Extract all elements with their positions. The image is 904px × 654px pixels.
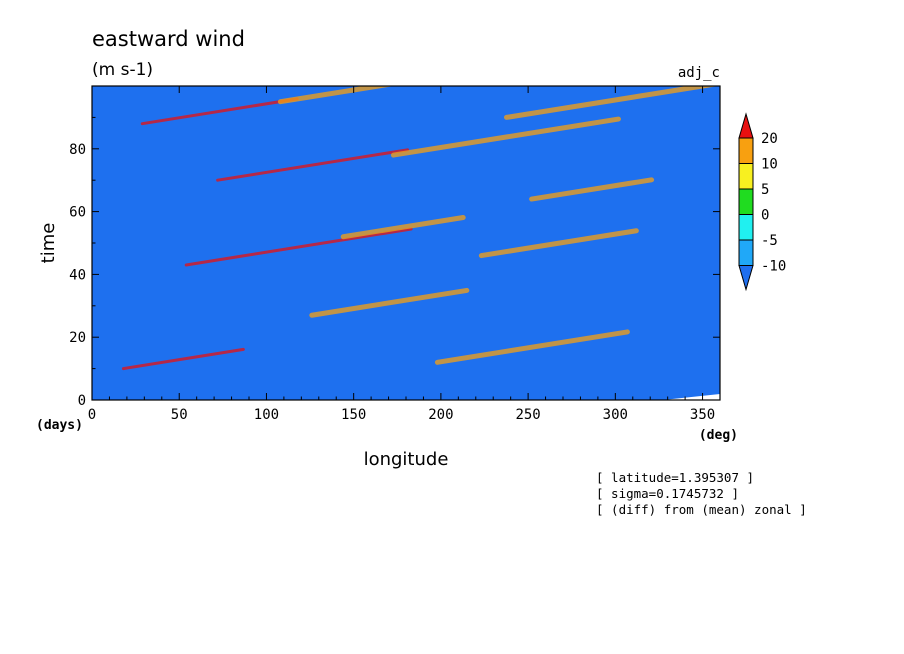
colorbar-segment	[738, 188, 754, 215]
wind-streak	[121, 347, 245, 371]
wind-streak	[503, 86, 719, 120]
colorbar-max-arrow	[738, 112, 754, 139]
wind-streak	[216, 148, 410, 182]
y-axis-label: time	[38, 223, 59, 264]
colorbar: 20 10 5 0 -5 -10	[738, 112, 786, 292]
colorbar-label: 0	[761, 208, 769, 224]
y-tick-label: 40	[69, 267, 86, 283]
y-tick-label: 0	[78, 393, 86, 409]
colorbar-min-arrow	[738, 265, 754, 292]
y-axis: 0 20 40 60 80	[69, 116, 720, 409]
x-tick-label: 100	[254, 407, 279, 423]
colorbar-segment	[738, 163, 754, 190]
y-unit-label: (days)	[36, 418, 83, 433]
x-tick-label: 350	[690, 407, 715, 423]
plot-area	[92, 86, 720, 400]
x-axis-label: longitude	[364, 449, 449, 470]
colorbar-label: 20	[761, 131, 778, 147]
run-label: adj_c	[678, 65, 720, 81]
colorbar-label: -10	[761, 259, 786, 275]
annotation-sigma: [ sigma=0.1745732 ]	[596, 486, 739, 501]
x-tick-label: 250	[515, 407, 540, 423]
colorbar-segment	[738, 239, 754, 266]
wind-streak	[390, 116, 621, 158]
colorbar-segment	[738, 214, 754, 241]
colorbar-label: -5	[761, 233, 778, 249]
chart-title: eastward wind	[92, 27, 245, 51]
annotation-latitude: [ latitude=1.395307 ]	[596, 470, 754, 485]
x-tick-label: 200	[428, 407, 453, 423]
wind-streak	[184, 227, 413, 267]
annotations: [ latitude=1.395307 ] [ sigma=0.1745732 …	[596, 470, 807, 517]
wind-streak	[434, 329, 630, 365]
wind-streak	[529, 177, 655, 202]
x-tick-label: 150	[341, 407, 366, 423]
colorbar-label: 10	[761, 157, 778, 173]
wind-streak	[340, 215, 466, 240]
y-tick-label: 60	[69, 205, 86, 221]
wind-streak	[140, 97, 299, 126]
x-tick-label: 50	[171, 407, 188, 423]
y-tick-label: 80	[69, 142, 86, 158]
y-tick-label: 20	[69, 330, 86, 346]
annotation-operation: [ (diff) from (mean) zonal ]	[596, 502, 807, 517]
x-axis: 0 50 100 150 200 250 300 350	[88, 86, 715, 423]
x-tick-label: 300	[603, 407, 628, 423]
wind-streak	[478, 228, 639, 259]
wind-streaks	[121, 86, 719, 371]
x-unit-label: (deg)	[699, 428, 738, 443]
wind-streak	[309, 287, 470, 318]
colorbar-label: 5	[761, 182, 769, 198]
colorbar-segment	[738, 137, 754, 164]
chart-units: (m s-1)	[92, 60, 153, 80]
x-tick-label: 0	[88, 407, 96, 423]
